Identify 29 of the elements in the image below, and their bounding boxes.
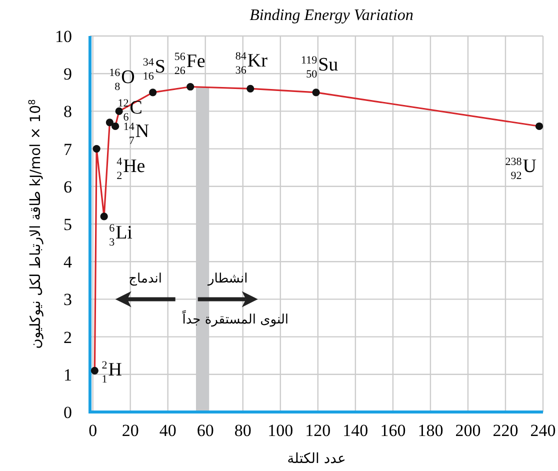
y-tick-label: 0 <box>64 403 72 422</box>
x-tick-label: 100 <box>268 421 294 440</box>
y-tick-label: 7 <box>64 140 72 159</box>
annotation: النوى المستقرة جداً <box>182 312 289 328</box>
y-tick-label: 8 <box>64 102 72 122</box>
y-tick-label: 2 <box>64 328 72 347</box>
x-tick-label: 140 <box>342 421 368 440</box>
x-tick-label: 60 <box>196 421 214 440</box>
y-tick-label: 4 <box>64 252 72 272</box>
y-tick-label: 5 <box>64 215 72 234</box>
annotation: اندماج <box>128 271 162 286</box>
annotation: انشطار <box>208 271 248 286</box>
x-axis-title: عدد الكتلة <box>287 451 346 467</box>
x-tick-label: 20 <box>122 421 139 440</box>
x-tick-label: 200 <box>455 421 481 440</box>
x-tick-label: 180 <box>418 421 444 440</box>
x-tick-label: 160 <box>380 421 406 440</box>
y-tick-label: 9 <box>64 64 72 84</box>
chart-title: Binding Energy Variation <box>250 7 414 24</box>
x-tick-label: 40 <box>159 421 176 440</box>
x-tick-label: 80 <box>234 421 252 440</box>
x-tick-label: 0 <box>88 421 98 440</box>
y-tick-label: 3 <box>64 290 72 310</box>
y-tick-label: 1 <box>64 365 72 384</box>
x-tick-label: 220 <box>492 421 518 440</box>
x-tick-label: 120 <box>305 421 331 440</box>
y-tick-label: 6 <box>64 177 72 196</box>
y-tick-label: 10 <box>55 27 72 46</box>
x-tick-label: 240 <box>530 421 556 440</box>
